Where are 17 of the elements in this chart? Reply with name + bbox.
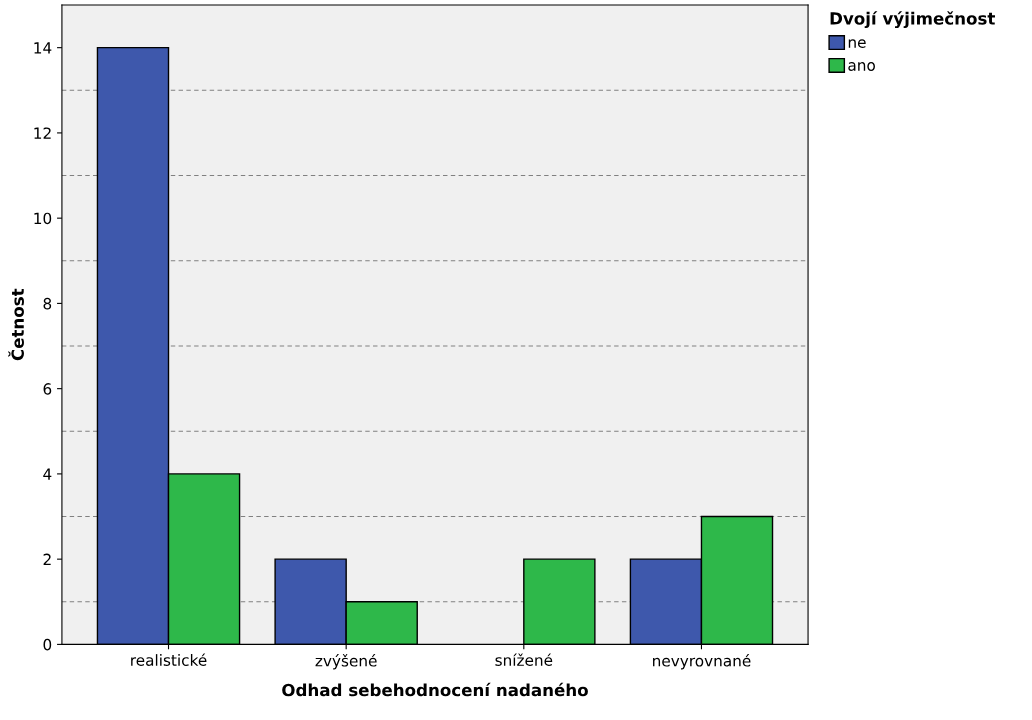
x-tick-label: zvýšené	[315, 654, 377, 670]
x-tick-label: snížené	[495, 653, 553, 666]
y-tick-label: 14	[34, 42, 52, 54]
x-tick-label: realistické	[131, 653, 207, 666]
y-tick-label: 12	[34, 127, 51, 139]
x-tick-label: nevyrovnané	[653, 654, 751, 670]
y-tick-label: 10	[34, 212, 52, 225]
y-tick-label: 6	[43, 383, 52, 395]
legend-title: Dvojí výjimečnost	[830, 11, 995, 29]
y-tick-label: 8	[43, 297, 52, 310]
y-tick-label: 0	[43, 638, 52, 651]
y-tick-label: 4	[43, 468, 52, 480]
legend-label: ne	[848, 39, 866, 48]
legend-label: ano	[848, 62, 875, 71]
x-axis-title: Odhad sebehodnocení nadaného	[282, 682, 588, 697]
y-axis-title: Četnost	[8, 288, 24, 361]
y-tick-label: 2	[43, 553, 51, 565]
